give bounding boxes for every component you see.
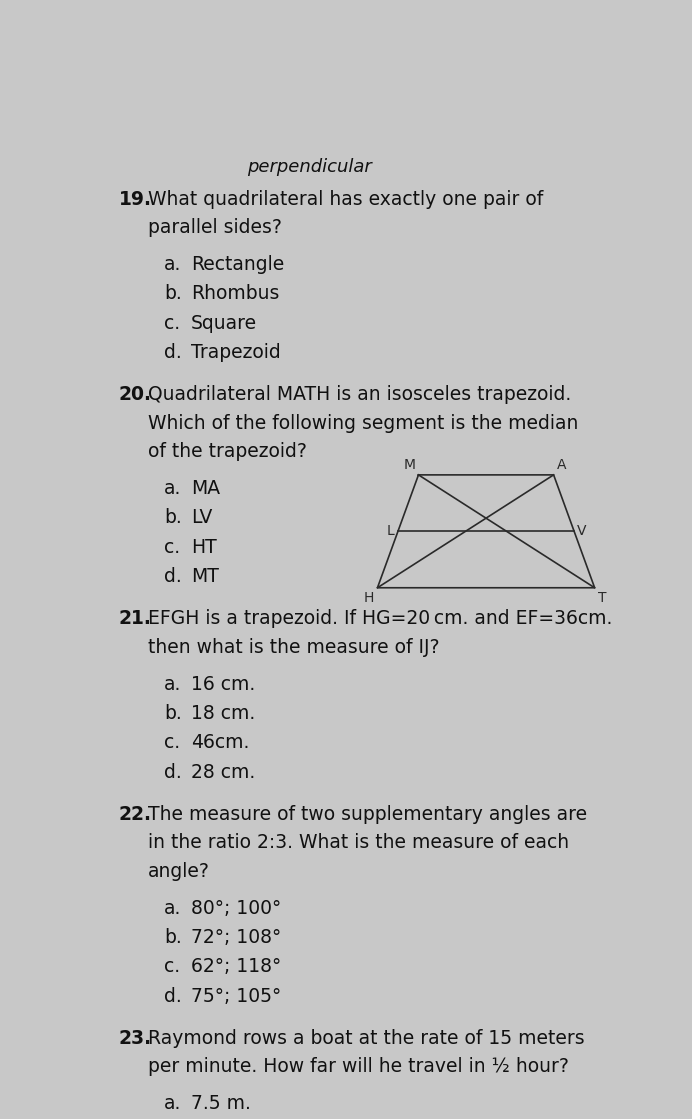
Text: a.: a. (164, 675, 181, 694)
Text: HT: HT (191, 538, 217, 557)
Text: in the ratio 2:3. What is the measure of each: in the ratio 2:3. What is the measure of… (148, 834, 570, 853)
Text: 62°; 118°: 62°; 118° (191, 958, 282, 977)
Text: The measure of two supplementary angles are: The measure of two supplementary angles … (148, 805, 588, 824)
Text: c.: c. (164, 958, 181, 977)
Text: T: T (598, 591, 606, 605)
Text: L: L (387, 525, 394, 538)
Text: Rectangle: Rectangle (191, 255, 284, 274)
Text: d.: d. (164, 763, 182, 782)
Text: EFGH is a trapezoid. If HG=20 cm. and EF=36cm.: EFGH is a trapezoid. If HG=20 cm. and EF… (148, 610, 612, 628)
Text: Rhombus: Rhombus (191, 284, 280, 303)
Text: Trapezoid: Trapezoid (191, 344, 281, 363)
Text: of the trapezoid?: of the trapezoid? (148, 442, 307, 461)
Text: perpendicular: perpendicular (248, 159, 372, 177)
Text: d.: d. (164, 567, 182, 586)
Text: What quadrilateral has exactly one pair of: What quadrilateral has exactly one pair … (148, 190, 543, 208)
Text: 23.: 23. (119, 1028, 152, 1047)
Text: parallel sides?: parallel sides? (148, 218, 282, 237)
Text: 75°; 105°: 75°; 105° (191, 987, 282, 1006)
Text: 72°; 108°: 72°; 108° (191, 928, 282, 947)
Text: d.: d. (164, 987, 182, 1006)
Text: MT: MT (191, 567, 219, 586)
Text: 16 cm.: 16 cm. (191, 675, 255, 694)
Text: Raymond rows a boat at the rate of 15 meters: Raymond rows a boat at the rate of 15 me… (148, 1028, 585, 1047)
Text: c.: c. (164, 538, 181, 557)
Text: 22.: 22. (119, 805, 152, 824)
Text: 21.: 21. (119, 610, 152, 628)
Text: V: V (577, 525, 587, 538)
Text: angle?: angle? (148, 862, 210, 881)
Text: LV: LV (191, 508, 212, 527)
Text: H: H (364, 591, 374, 605)
Text: A: A (557, 458, 566, 472)
Text: 19.: 19. (119, 190, 152, 208)
Text: then what is the measure of IJ?: then what is the measure of IJ? (148, 638, 439, 657)
Text: b.: b. (164, 704, 182, 723)
Text: 28 cm.: 28 cm. (191, 763, 255, 782)
Text: Which of the following segment is the median: Which of the following segment is the me… (148, 414, 579, 433)
Text: M: M (403, 458, 415, 472)
Text: a.: a. (164, 479, 181, 498)
Text: a.: a. (164, 899, 181, 918)
Text: b.: b. (164, 928, 182, 947)
Text: Quadrilateral MATH is an isosceles trapezoid.: Quadrilateral MATH is an isosceles trape… (148, 385, 572, 404)
Text: 46cm.: 46cm. (191, 733, 249, 752)
Text: per minute. How far will he travel in ½ hour?: per minute. How far will he travel in ½ … (148, 1057, 569, 1076)
Text: Square: Square (191, 313, 257, 332)
Text: b.: b. (164, 508, 182, 527)
Text: b.: b. (164, 284, 182, 303)
Text: c.: c. (164, 733, 181, 752)
Text: 20.: 20. (119, 385, 152, 404)
Text: MA: MA (191, 479, 220, 498)
Text: 18 cm.: 18 cm. (191, 704, 255, 723)
Text: a.: a. (164, 255, 181, 274)
Text: 80°; 100°: 80°; 100° (191, 899, 282, 918)
Text: d.: d. (164, 344, 182, 363)
Text: a.: a. (164, 1094, 181, 1113)
Text: 7.5 m.: 7.5 m. (191, 1094, 251, 1113)
Text: c.: c. (164, 313, 181, 332)
